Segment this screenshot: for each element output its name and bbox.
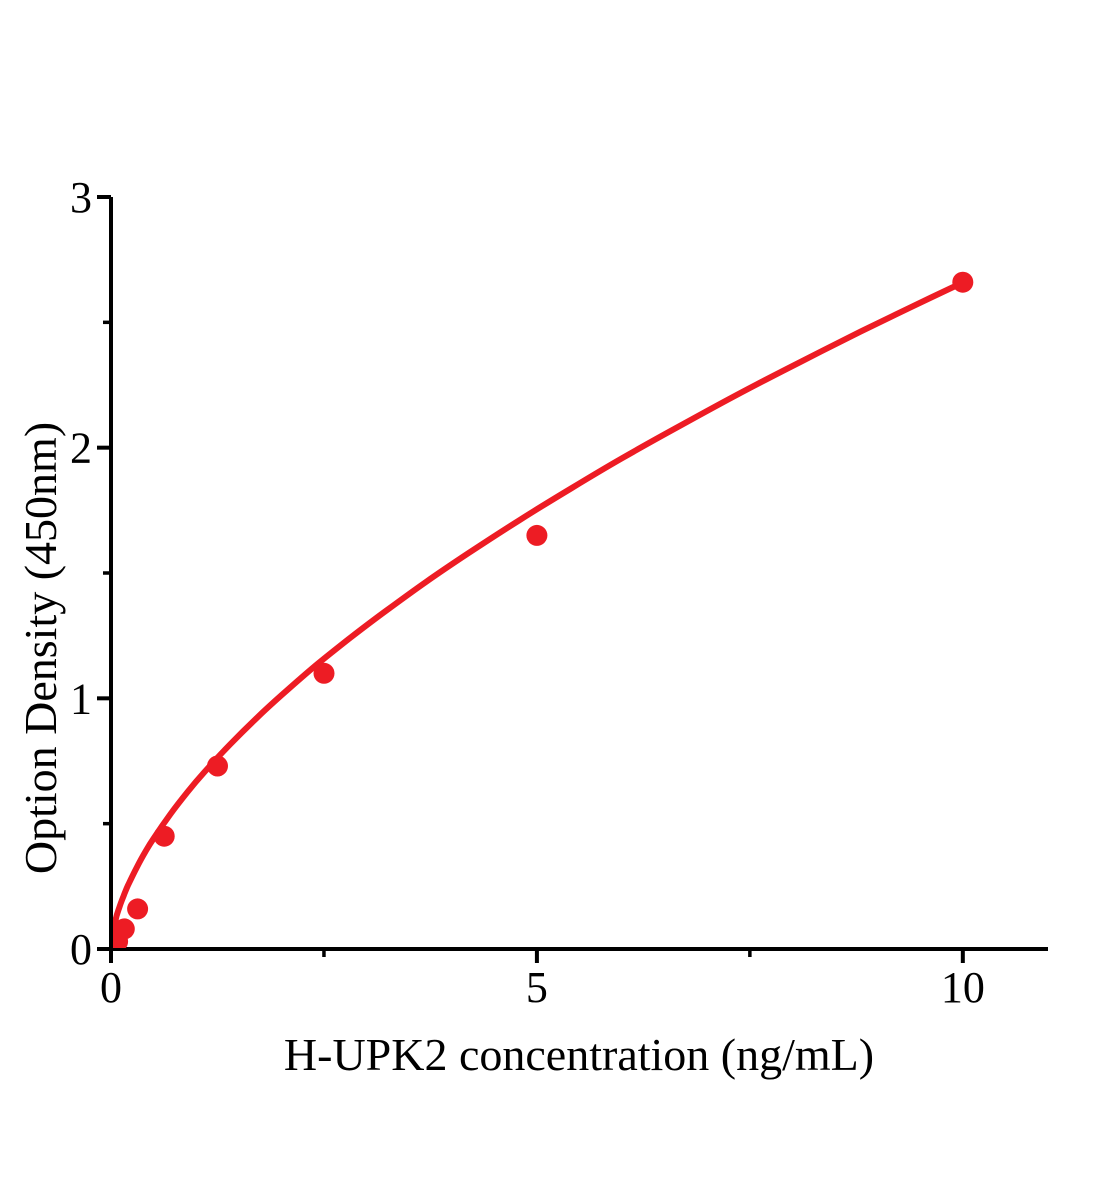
x-tick-label: 0 — [100, 963, 122, 1012]
x-axis-title: H-UPK2 concentration (ng/mL) — [283, 1029, 875, 1080]
y-tick-label: 2 — [70, 424, 92, 473]
x-tick-label: 10 — [941, 963, 985, 1012]
data-point — [526, 524, 548, 546]
data-point — [127, 898, 149, 920]
data-point — [313, 662, 335, 684]
data-point — [113, 918, 135, 940]
y-axis-title: Option Density (450nm) — [15, 421, 66, 875]
data-point — [153, 825, 175, 847]
y-tick-label: 1 — [70, 674, 92, 723]
data-point — [207, 755, 228, 777]
y-tick-label: 3 — [70, 173, 92, 222]
fitted-curve — [113, 279, 966, 948]
data-point — [952, 271, 974, 293]
x-tick-label: 5 — [526, 963, 548, 1012]
y-tick-label: 0 — [70, 925, 92, 974]
